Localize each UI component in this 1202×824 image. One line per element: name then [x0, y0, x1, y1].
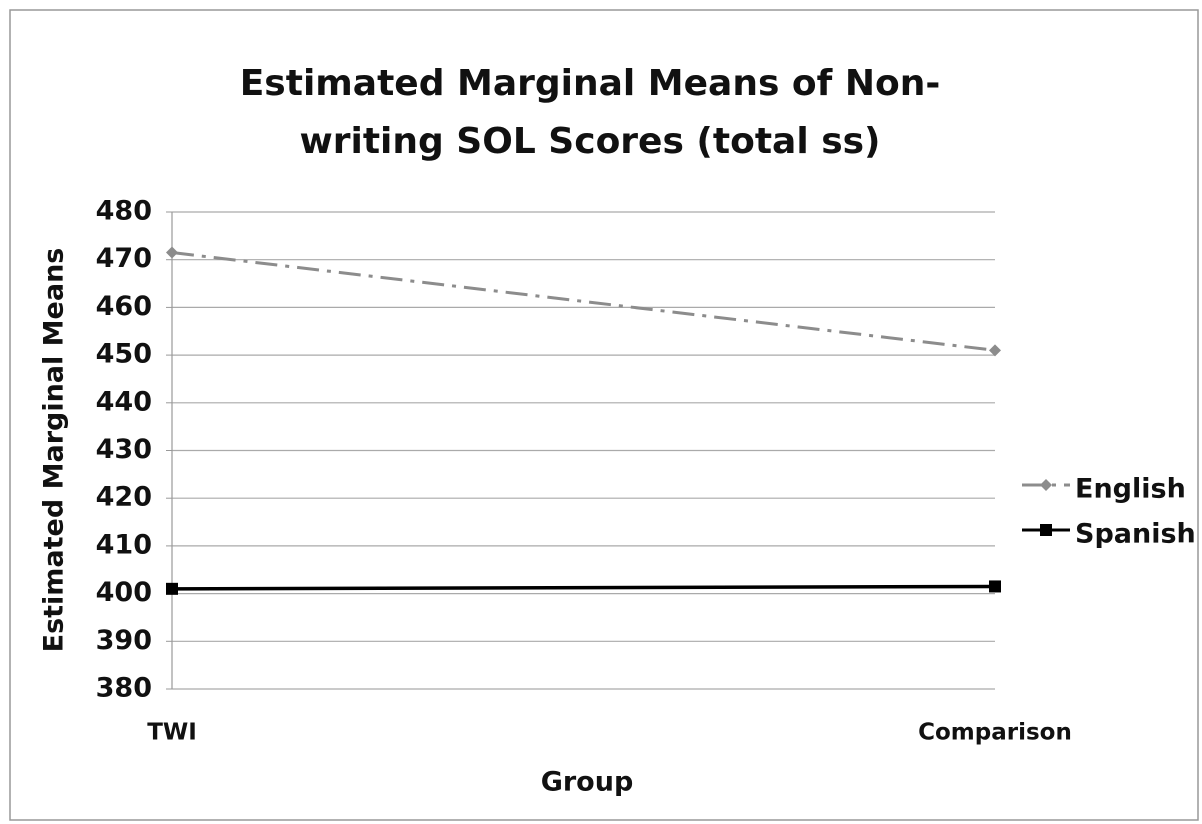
point-marker [166, 246, 178, 259]
y-tick-label: 460 [96, 291, 152, 322]
y-tick-label: 480 [96, 196, 152, 227]
y-tick-label: 400 [96, 577, 152, 608]
point-marker [989, 344, 1001, 357]
y-tick-label: 430 [96, 434, 152, 465]
chart-title: Estimated Marginal Means of Non-writing … [239, 63, 941, 162]
x-axis-title: Group [541, 767, 634, 798]
y-tick-label: 380 [96, 673, 152, 704]
chart-border [9, 9, 1199, 821]
y-tick-label: 420 [96, 482, 152, 513]
y-tick-label: 410 [96, 529, 152, 560]
y-tick-label: 440 [96, 386, 152, 417]
x-tick-label: Comparison [918, 720, 1072, 746]
legend-label: Spanish [1075, 519, 1196, 550]
y-tick-label: 390 [96, 625, 152, 656]
point-marker [166, 582, 178, 595]
point-marker [989, 580, 1001, 593]
y-tick-label: 450 [96, 339, 152, 370]
x-tick-label: TWI [147, 720, 197, 746]
series-line [171, 251, 996, 352]
y-axis-title: Estimated Marginal Means [39, 248, 70, 653]
legend-label: English [1075, 474, 1186, 505]
point-marker [1040, 524, 1052, 536]
y-tick-label: 470 [96, 243, 152, 274]
point-marker [1040, 479, 1052, 491]
series-line [171, 584, 996, 591]
